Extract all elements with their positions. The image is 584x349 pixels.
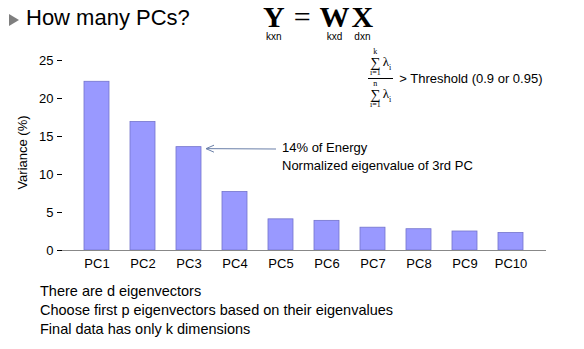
html-text:X: X	[351, 0, 374, 33]
svg-text:PC2: PC2	[130, 256, 155, 271]
html-text:k: k	[373, 47, 378, 56]
svg-text:PC3: PC3	[176, 256, 201, 271]
html-text:Y: Y	[263, 0, 285, 33]
html-text:n: n	[373, 79, 378, 88]
html-text:There are d eigenvectors: There are d eigenvectors	[40, 283, 202, 299]
html-text:kxd: kxd	[326, 31, 343, 42]
html-text:i=1: i=1	[370, 100, 381, 109]
svg-text:PC10: PC10	[495, 256, 528, 271]
html-text:= W: = W	[293, 0, 350, 33]
svg-text:5: 5	[46, 205, 53, 220]
html-text:kxn: kxn	[266, 31, 282, 42]
html-text:> Threshold (0.9 or 0.95): > Threshold (0.9 or 0.95)	[399, 71, 543, 86]
html-text:i=1: i=1	[370, 68, 381, 77]
svg-text:PC1: PC1	[84, 256, 109, 271]
html-text:dxn: dxn	[354, 31, 371, 42]
svg-text:PC8: PC8	[406, 256, 431, 271]
html-text:Choose first p eigenvectors ba: Choose first p eigenvectors based on the…	[40, 302, 394, 318]
svg-text:PC7: PC7	[360, 256, 385, 271]
svg-text:PC9: PC9	[452, 256, 477, 271]
svg-text:PC5: PC5	[268, 256, 293, 271]
html-text:Final data has only k dimensio: Final data has only k dimensions	[40, 321, 251, 337]
svg-text:PC6: PC6	[314, 256, 339, 271]
svg-text:25: 25	[39, 53, 53, 68]
html-text:λi: λi	[382, 53, 392, 72]
svg-text:0: 0	[46, 243, 53, 258]
svg-text:15: 15	[39, 129, 53, 144]
svg-text:PC4: PC4	[222, 256, 247, 271]
html-text:Variance (%): Variance (%)	[14, 115, 30, 190]
html-text:λi: λi	[382, 85, 392, 104]
html-text:14% of Energy: 14% of Energy	[282, 140, 368, 155]
svg-text:10: 10	[39, 167, 53, 182]
html-text:Normalized eigenvalue of 3rd P: Normalized eigenvalue of 3rd PC	[282, 158, 473, 173]
html-text:How many PCs?: How many PCs?	[26, 5, 190, 30]
svg-text:20: 20	[39, 91, 53, 106]
